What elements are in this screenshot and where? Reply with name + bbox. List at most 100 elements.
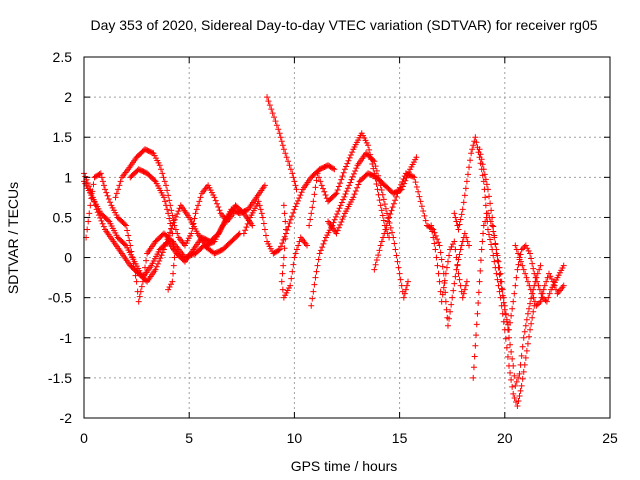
data-point bbox=[332, 213, 339, 220]
data-point bbox=[307, 216, 314, 223]
data-point bbox=[382, 205, 389, 212]
data-point bbox=[429, 228, 436, 235]
data-point bbox=[383, 210, 390, 217]
data-point bbox=[411, 174, 418, 181]
data-point bbox=[436, 278, 443, 285]
data-point bbox=[348, 176, 355, 183]
data-point bbox=[498, 285, 505, 292]
y-tick-label: -0.5 bbox=[48, 290, 72, 306]
data-point bbox=[496, 288, 503, 295]
data-point bbox=[276, 130, 283, 137]
data-point bbox=[99, 220, 106, 227]
y-tick-label: -2 bbox=[60, 410, 73, 426]
data-point bbox=[175, 208, 182, 215]
data-point bbox=[443, 306, 450, 313]
data-point bbox=[334, 211, 341, 218]
data-point bbox=[372, 261, 379, 268]
data-point bbox=[517, 361, 524, 368]
data-point bbox=[490, 223, 497, 230]
data-point bbox=[512, 242, 519, 249]
data-point bbox=[166, 215, 173, 222]
data-point bbox=[170, 217, 177, 224]
data-point bbox=[188, 252, 195, 259]
data-point bbox=[507, 341, 514, 348]
data-point bbox=[315, 174, 322, 181]
data-point bbox=[492, 241, 499, 248]
data-point bbox=[521, 328, 528, 335]
data-point bbox=[400, 176, 407, 183]
data-point bbox=[506, 334, 513, 341]
data-point bbox=[461, 230, 468, 237]
data-point bbox=[216, 207, 223, 214]
data-point bbox=[475, 289, 482, 296]
data-point bbox=[330, 219, 337, 226]
data-point bbox=[313, 177, 320, 184]
data-point bbox=[477, 257, 484, 264]
data-point bbox=[290, 261, 297, 268]
data-point bbox=[105, 195, 112, 202]
data-point bbox=[504, 353, 511, 360]
y-tick-label: -1 bbox=[60, 330, 73, 346]
data-point bbox=[346, 182, 353, 189]
data-point bbox=[346, 154, 353, 161]
data-point bbox=[560, 282, 567, 289]
data-point bbox=[433, 254, 440, 261]
data-point bbox=[350, 170, 357, 177]
data-point bbox=[268, 106, 275, 113]
data-point bbox=[165, 286, 172, 293]
data-point bbox=[343, 163, 350, 170]
data-point bbox=[342, 190, 349, 197]
data-point bbox=[393, 252, 400, 259]
data-point bbox=[339, 173, 346, 180]
data-point bbox=[396, 270, 403, 277]
data-point bbox=[532, 274, 539, 281]
data-point bbox=[413, 154, 420, 161]
data-point bbox=[159, 170, 166, 177]
data-point bbox=[518, 352, 525, 359]
tick-marks bbox=[83, 56, 611, 419]
data-point bbox=[96, 171, 103, 178]
data-point bbox=[501, 306, 508, 313]
data-point bbox=[130, 260, 137, 267]
data-point bbox=[280, 202, 287, 209]
data-point bbox=[447, 308, 454, 315]
data-point bbox=[513, 378, 520, 385]
data-point bbox=[169, 230, 176, 237]
data-point bbox=[215, 204, 222, 211]
data-point bbox=[517, 258, 524, 265]
data-point bbox=[354, 184, 361, 191]
data-point bbox=[338, 176, 345, 183]
data-point bbox=[154, 260, 161, 267]
data-point bbox=[317, 178, 324, 185]
data-point bbox=[113, 190, 120, 197]
data-point bbox=[378, 207, 385, 214]
data-point bbox=[542, 297, 549, 304]
data-point bbox=[166, 283, 173, 290]
data-point bbox=[495, 282, 502, 289]
data-point bbox=[288, 275, 295, 282]
data-point bbox=[98, 217, 105, 224]
y-tick-label: -1.5 bbox=[48, 370, 72, 386]
y-tick-label: 2 bbox=[64, 89, 72, 105]
data-point bbox=[260, 220, 267, 227]
data-point bbox=[481, 171, 488, 178]
data-point bbox=[430, 234, 437, 241]
data-point bbox=[331, 216, 338, 223]
data-point bbox=[510, 298, 517, 305]
data-point bbox=[190, 220, 197, 227]
y-tick-label: 0 bbox=[64, 250, 72, 266]
data-point bbox=[347, 179, 354, 186]
y-tick-label: 1.5 bbox=[53, 129, 73, 145]
data-point bbox=[496, 271, 503, 278]
data-point bbox=[512, 382, 519, 389]
data-point bbox=[528, 255, 535, 262]
data-point bbox=[264, 94, 271, 101]
data-point bbox=[461, 192, 468, 199]
data-point bbox=[386, 234, 393, 241]
data-point bbox=[527, 250, 534, 257]
data-point bbox=[457, 216, 464, 223]
data-point bbox=[89, 188, 96, 195]
data-point bbox=[421, 212, 428, 219]
y-axis-title: SDTVAR / TECUs bbox=[5, 182, 21, 294]
